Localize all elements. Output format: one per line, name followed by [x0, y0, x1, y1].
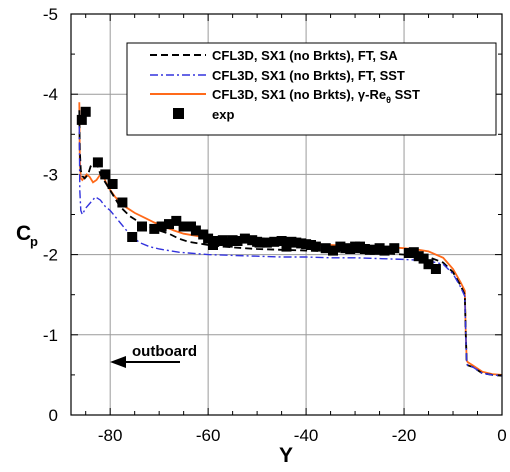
exp-marker	[107, 179, 118, 189]
y-tick-label: -1	[43, 326, 58, 345]
legend-label-gamma-main: CFL3D, SX1 (no Brkts),	[212, 87, 358, 102]
exp-marker	[190, 225, 201, 236]
legend-label-gamma: CFL3D, SX1 (no Brkts), γ-Reθ SST	[212, 87, 420, 105]
exp-marker	[328, 245, 338, 256]
outboard-annotation: outboard	[110, 343, 197, 368]
outboard-label: outboard	[132, 343, 197, 360]
exp-marker	[310, 241, 321, 252]
series-line-sst	[78, 126, 502, 377]
legend-label-gamma-theta: θ	[386, 95, 391, 105]
exp-marker	[80, 106, 91, 117]
x-tick-label: -80	[98, 426, 123, 445]
exp-marker	[164, 219, 174, 230]
legend-label-sst: CFL3D, SX1 (no Brkts), FT, SST	[212, 68, 405, 83]
exp-marker	[320, 243, 331, 254]
exp-marker	[269, 236, 280, 247]
x-axis-title: Y	[279, 444, 293, 467]
exp-marker	[418, 253, 429, 264]
series-layer	[76, 102, 502, 377]
x-tick-label: 0	[497, 426, 506, 445]
exp-marker	[430, 264, 441, 274]
axis-ticks	[71, 13, 503, 416]
exp-marker	[232, 236, 243, 246]
exp-marker	[117, 197, 128, 208]
exp-marker	[171, 215, 182, 226]
exp-marker	[423, 259, 434, 270]
y-tick-label: -2	[43, 246, 58, 265]
exp-marker	[156, 221, 167, 232]
exp-marker	[203, 233, 214, 244]
exp-marker	[92, 157, 103, 168]
exp-marker	[379, 245, 390, 256]
x-tick-label: -20	[392, 426, 417, 445]
y-axis-title-main: C	[16, 222, 31, 245]
legend: CFL3D, SX1 (no Brkts), FT, SA CFL3D, SX1…	[126, 42, 497, 136]
legend-swatch-exp	[173, 108, 184, 119]
y-tick-label: -5	[43, 5, 58, 24]
exp-marker	[76, 114, 87, 125]
y-axis-title: C p	[16, 222, 38, 249]
exp-marker	[239, 233, 250, 244]
exp-marker	[100, 169, 111, 180]
legend-label-gamma-tail: SST	[391, 87, 420, 102]
legend-label-gamma-symbol: γ	[358, 87, 366, 102]
legend-label-sa: CFL3D, SX1 (no Brkts), FT, SA	[212, 48, 398, 63]
legend-box	[126, 42, 497, 136]
x-tick-label: -60	[196, 426, 221, 445]
legend-label-gamma-re: -Re	[365, 87, 386, 102]
exp-marker	[178, 221, 189, 232]
tick-labels: -80 -60 -40 -20 0 0 -1 -2 -3 -4 -5	[43, 5, 507, 445]
outboard-arrow-head	[110, 356, 126, 368]
exp-marker	[254, 237, 265, 248]
exp-marker	[137, 221, 147, 232]
legend-label-exp: exp	[212, 107, 234, 122]
y-axis-title-subscript: p	[30, 234, 38, 249]
exp-marker	[276, 236, 287, 246]
exp-marker	[261, 237, 272, 248]
exp-marker	[127, 232, 138, 242]
exp-marker	[149, 223, 160, 234]
y-tick-label: -4	[43, 85, 58, 104]
exp-marker	[389, 243, 400, 254]
y-tick-label: -3	[43, 165, 58, 184]
y-tick-label: 0	[49, 406, 58, 425]
x-tick-label: -40	[294, 426, 319, 445]
